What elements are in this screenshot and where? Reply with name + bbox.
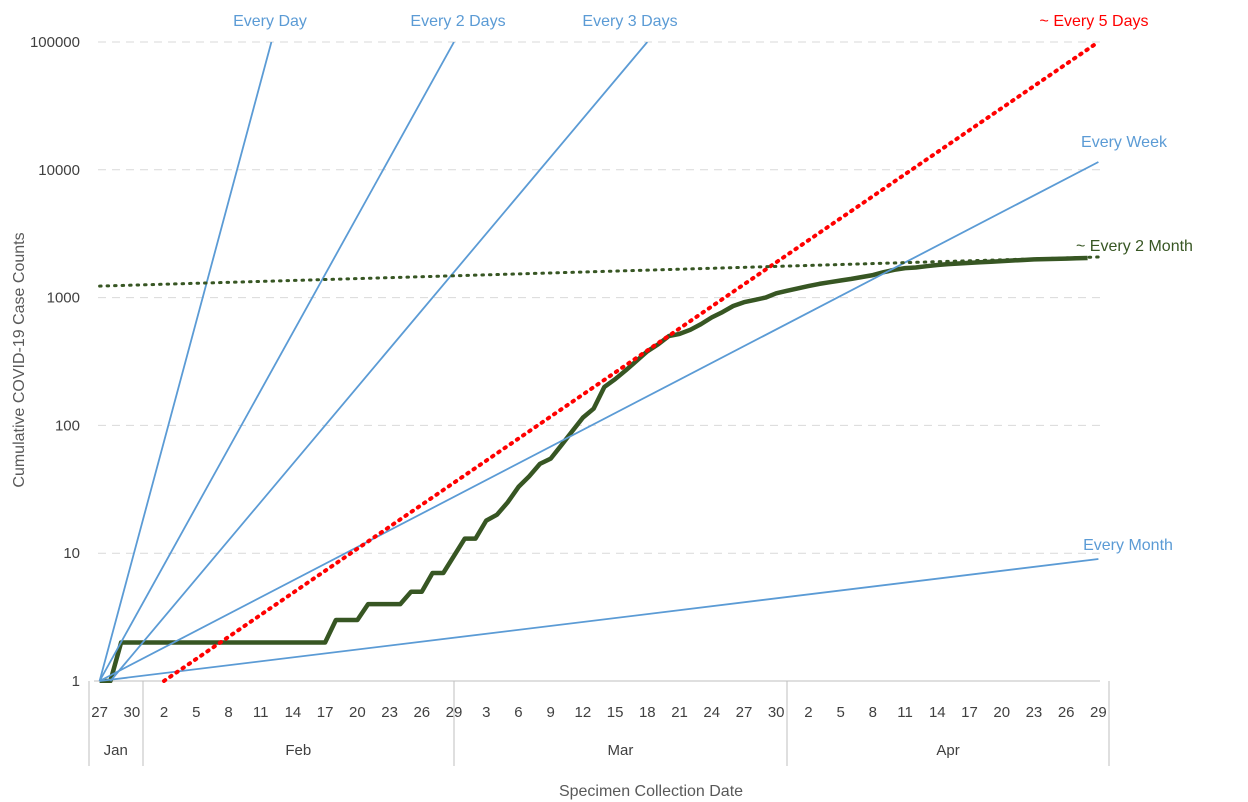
x-tick-label: 14 (929, 704, 946, 721)
y-tick-label: 100000 (30, 34, 80, 51)
x-tick-label: 23 (1026, 704, 1043, 721)
month-label: Feb (285, 742, 311, 759)
x-tick-label: 30 (768, 704, 785, 721)
x-tick-label: 20 (349, 704, 366, 721)
x-tick-label: 18 (639, 704, 656, 721)
series-labels: Every Day Every 2 Days Every 3 Days Every W… (233, 13, 1193, 554)
gridlines (98, 41, 1100, 554)
series-line (98, 255, 1100, 288)
x-axis-title: Specimen Collection Date (559, 783, 743, 800)
x-tick-label: 2 (160, 704, 168, 721)
x-tick-label: 20 (993, 704, 1010, 721)
series-line (99, 558, 1099, 682)
x-tick-label: 24 (703, 704, 720, 721)
x-tick-label: 27 (91, 704, 108, 721)
series-label: ~ Every 5 Days (1040, 13, 1149, 30)
y-tick-label: 10000 (38, 162, 80, 179)
x-tick-label: 23 (381, 704, 398, 721)
x-tick-label: 5 (836, 704, 844, 721)
series-line (162, 42, 1101, 683)
x-tick-label: 12 (575, 704, 592, 721)
series-label: Every Week (1081, 134, 1168, 151)
y-tick-label: 100 (55, 417, 80, 434)
x-tick-label: 11 (897, 704, 913, 721)
series-line (99, 161, 1099, 682)
x-tick-label: 6 (514, 704, 522, 721)
x-tick-label: 9 (547, 704, 555, 721)
series-lines (98, 42, 1101, 683)
series-label: Every Day (233, 13, 307, 30)
series-line (98, 42, 455, 682)
y-axis-title: Cumulative COVID-19 Case Counts (11, 232, 28, 487)
y-tick-label: 1000 (47, 290, 80, 307)
x-tick-label: 26 (1058, 704, 1075, 721)
month-label: Mar (608, 742, 634, 759)
x-tick-label: 21 (671, 704, 688, 721)
x-tick-label: 30 (123, 704, 140, 721)
x-tick-label: 14 (285, 704, 302, 721)
x-tick-label: 8 (224, 704, 232, 721)
series-label: Every Month (1083, 537, 1173, 554)
x-tick-label: 11 (253, 704, 269, 721)
series-line (99, 255, 1088, 683)
month-label: Apr (936, 742, 959, 759)
y-tick-label: 10 (63, 545, 80, 562)
x-tick-label: 3 (482, 704, 490, 721)
x-tick-label: 17 (961, 704, 978, 721)
x-tick-label: 8 (869, 704, 877, 721)
x-tick-label: 26 (413, 704, 430, 721)
x-tick-label: 2 (804, 704, 812, 721)
x-tick-label: 29 (1090, 704, 1107, 721)
series-label: ~ Every 2 Month (1076, 238, 1193, 255)
series-line (109, 42, 648, 682)
x-axis: 27 30 2 5 8 11 14 17 20 23 26 29 3 6 9 12 15 18 21 24 27 30 2 5… (88, 680, 1110, 766)
x-tick-label: 5 (192, 704, 200, 721)
x-tick-label: 15 (607, 704, 624, 721)
x-tick-label: 27 (736, 704, 753, 721)
y-tick-label: 1 (72, 673, 80, 690)
month-label: Jan (104, 742, 128, 759)
series-label: Every 2 Days (410, 13, 505, 30)
y-axis: 1 10 100 1000 10000 100000 (30, 34, 80, 690)
x-tick-label: 17 (317, 704, 334, 721)
series-line (98, 42, 273, 682)
series-label: Every 3 Days (582, 13, 677, 30)
